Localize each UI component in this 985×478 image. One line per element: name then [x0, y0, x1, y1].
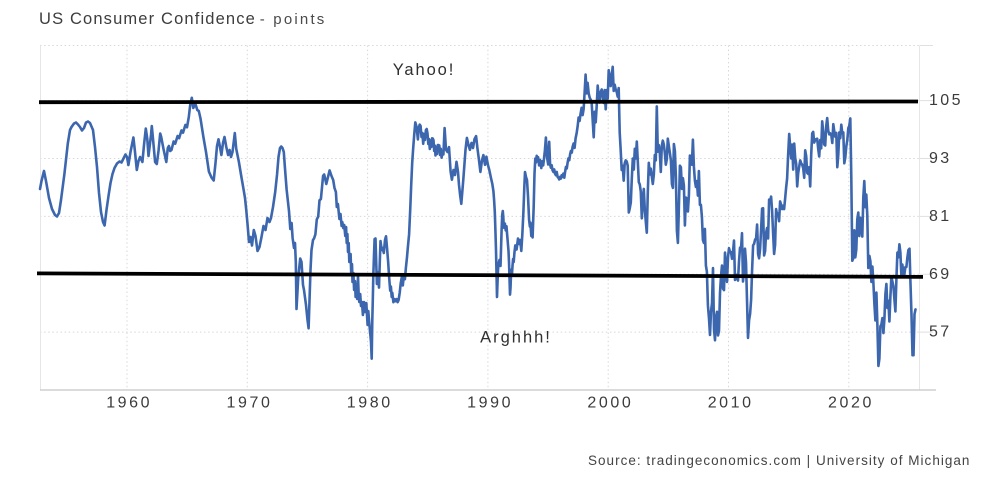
- svg-text:1980: 1980: [347, 395, 393, 412]
- svg-text:69: 69: [929, 266, 952, 283]
- svg-text:2020: 2020: [828, 395, 874, 412]
- svg-text:93: 93: [929, 150, 952, 167]
- svg-text:2000: 2000: [587, 395, 633, 412]
- svg-text:Arghhh!: Arghhh!: [480, 328, 552, 346]
- svg-text:Yahoo!: Yahoo!: [393, 61, 455, 79]
- svg-text:81: 81: [929, 208, 952, 225]
- svg-text:1970: 1970: [227, 395, 273, 412]
- svg-text:1960: 1960: [106, 395, 152, 412]
- svg-text:Source: tradingeconomics.com |: Source: tradingeconomics.com | Universit…: [588, 453, 970, 468]
- svg-text:2010: 2010: [708, 395, 754, 412]
- svg-text:57: 57: [929, 324, 952, 341]
- svg-text:1990: 1990: [467, 395, 513, 412]
- svg-text:105: 105: [929, 92, 963, 109]
